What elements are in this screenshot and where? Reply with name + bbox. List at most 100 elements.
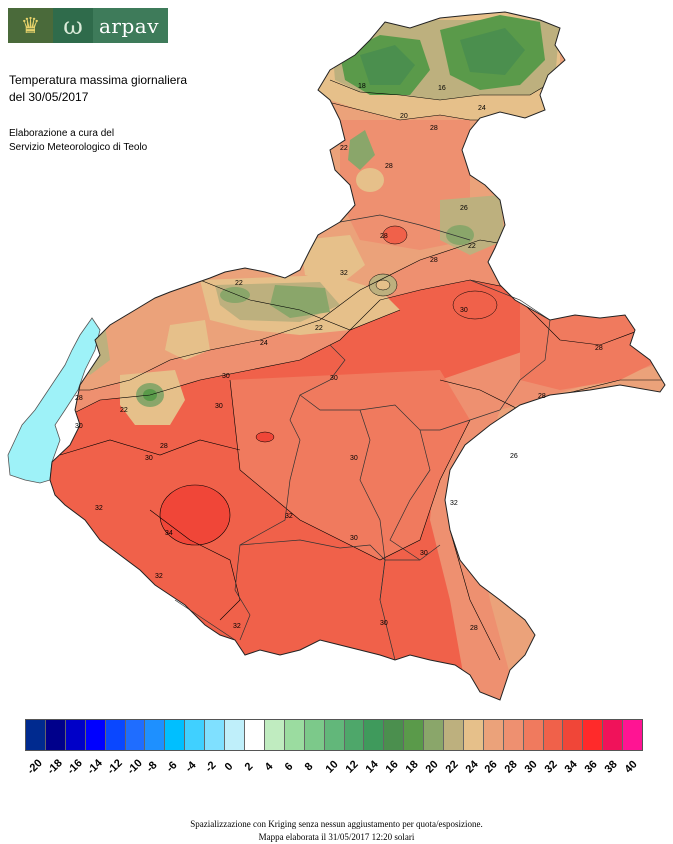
contour-label: 26 — [510, 453, 518, 460]
contour-label: 30 — [145, 455, 153, 462]
legend-tick-label: 36 — [582, 758, 600, 776]
contour-label: 30 — [350, 535, 358, 542]
contour-label: 28 — [385, 163, 393, 170]
contour-label: 30 — [380, 620, 388, 627]
logo-wordmark: arpav — [93, 8, 168, 43]
contour-label: 30 — [330, 375, 338, 382]
legend-swatch — [483, 720, 504, 750]
legend-tick-label: 38 — [602, 758, 620, 776]
color-scale-ticks: -20 -18 -16 -14 -12 -10 -8 -6 -4 -2 0 2 4 6 8 10 12 14 16 1… — [25, 755, 643, 785]
lion-emblem-icon: ♛ — [8, 8, 53, 43]
contour-label: 28 — [160, 443, 168, 450]
contour-label: 30 — [460, 307, 468, 314]
legend-tick-label: -14 — [84, 757, 105, 777]
legend-tick-label: -6 — [163, 759, 180, 775]
contour-label: 30 — [75, 423, 83, 430]
title-line-1: Temperatura massima giornaliera — [9, 73, 188, 87]
contour-label: 30 — [350, 455, 358, 462]
legend-swatch — [563, 720, 584, 750]
contour-label: 22 — [468, 243, 476, 250]
legend-tick-label: -4 — [183, 759, 200, 775]
lake-garda — [7, 317, 101, 484]
legend-swatch — [45, 720, 66, 750]
contour-label: 28 — [380, 233, 388, 240]
legend-swatch — [284, 720, 305, 750]
contour-label: 32 — [95, 505, 103, 512]
contour-label: 32 — [450, 500, 458, 507]
contour-label: 28 — [470, 625, 478, 632]
legend-swatch — [384, 720, 405, 750]
contour-label: 26 — [460, 205, 468, 212]
legend-swatch — [165, 720, 186, 750]
legend-tick-label: 2 — [242, 760, 256, 774]
credit-line-2: Servizio Meteorologico di Teolo — [9, 142, 148, 153]
legend-swatch — [324, 720, 345, 750]
legend-tick-label: 20 — [423, 758, 441, 776]
legend-swatch — [225, 720, 245, 750]
map-credit: Elaborazione a cura del Servizio Meteoro… — [9, 127, 147, 155]
legend-swatch — [264, 720, 285, 750]
color-scale-legend — [25, 719, 643, 751]
legend-tick-label: 4 — [262, 760, 276, 774]
legend-swatch — [145, 720, 166, 750]
legend-swatch — [185, 720, 206, 750]
legend-swatch — [404, 720, 425, 750]
contour-label: 28 — [538, 393, 546, 400]
footer-note: Spazializzazione con Kriging senza nessu… — [190, 819, 483, 829]
legend-swatch — [105, 720, 126, 750]
contour-label: 22 — [315, 325, 323, 332]
arpav-mark-icon: ω — [53, 8, 93, 43]
contour-label: 28 — [75, 395, 83, 402]
legend-swatch — [304, 720, 325, 750]
legend-tick-label: 14 — [363, 758, 381, 776]
credit-line-1: Elaborazione a cura del — [9, 128, 115, 139]
legend-tick-label: 10 — [323, 758, 341, 776]
legend-swatch — [444, 720, 464, 750]
legend-swatch — [463, 720, 484, 750]
temperature-map: 18 16 20 24 28 28 22 26 22 28 28 32 30 2… — [7, 11, 666, 701]
legend-tick-label: -2 — [203, 759, 219, 775]
legend-swatch — [543, 720, 564, 750]
contour-label: 22 — [340, 145, 348, 152]
contour-label: 22 — [120, 407, 128, 414]
legend-tick-label: 0 — [222, 760, 236, 774]
contour-label: 24 — [260, 340, 268, 347]
contour-label: 22 — [235, 280, 243, 287]
contour-label: 16 — [438, 85, 446, 92]
legend-swatch — [364, 720, 385, 750]
legend-tick-label: 6 — [282, 760, 296, 774]
legend-tick-label: 22 — [443, 758, 461, 776]
legend-swatch — [603, 720, 624, 750]
legend-swatch — [26, 720, 46, 750]
legend-tick-label: 30 — [522, 758, 541, 776]
legend-tick-label: -18 — [44, 757, 65, 777]
temperature-fill — [50, 12, 665, 700]
map-title: Temperatura massima giornaliera del 30/0… — [9, 72, 187, 106]
legend-swatch — [424, 720, 445, 750]
contour-label: 34 — [165, 530, 173, 537]
legend-swatch — [125, 720, 146, 750]
contour-label: 20 — [400, 113, 408, 120]
legend-tick-label: 24 — [463, 758, 481, 776]
legend-swatch — [244, 720, 265, 750]
legend-tick-label: -16 — [64, 757, 85, 777]
legend-tick-label: -20 — [25, 757, 45, 777]
contour-label: 32 — [155, 573, 163, 580]
contour-labels: 18 16 20 24 28 28 22 26 22 28 28 32 30 2… — [75, 83, 603, 632]
contour-label: 30 — [215, 403, 223, 410]
contour-label: 32 — [340, 270, 348, 277]
contour-label: 28 — [595, 345, 603, 352]
legend-tick-label: 40 — [622, 758, 640, 776]
legend-tick-label: 8 — [302, 760, 316, 774]
legend-swatch — [65, 720, 86, 750]
legend-tick-label: 32 — [542, 758, 560, 776]
legend-tick-label: -8 — [143, 759, 160, 775]
contour-label: 30 — [222, 373, 230, 380]
contour-label: 28 — [430, 125, 438, 132]
legend-swatch — [503, 720, 524, 750]
legend-swatch — [523, 720, 544, 750]
contour-label: 32 — [233, 623, 241, 630]
contour-label: 18 — [358, 83, 366, 90]
legend-tick-label: -12 — [104, 757, 125, 777]
legend-tick-label: 26 — [483, 758, 501, 776]
